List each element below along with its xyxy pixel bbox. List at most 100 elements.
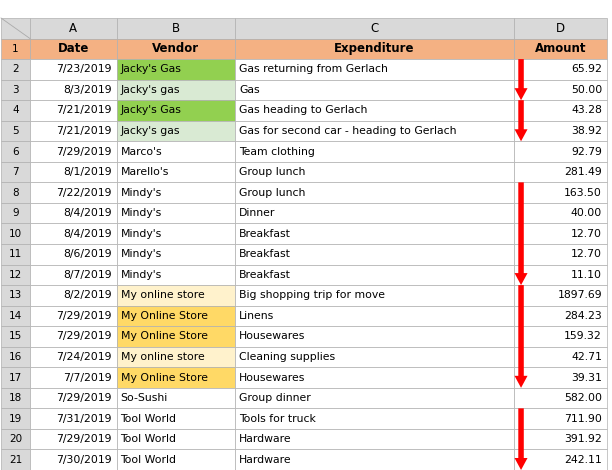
Text: 7/31/2019: 7/31/2019 [56,414,111,423]
Bar [514,326,607,347]
Text: 4: 4 [12,105,19,116]
Bar [235,449,514,470]
Bar [514,388,607,408]
Text: Amount: Amount [535,42,586,55]
Text: Housewares: Housewares [239,373,305,383]
Bar [1,141,30,162]
Bar [514,39,607,59]
Text: 11.10: 11.10 [571,270,602,280]
Text: 7/29/2019: 7/29/2019 [56,331,111,341]
Text: Linens: Linens [239,311,274,321]
Bar [1,223,30,244]
Text: Tool World: Tool World [121,434,176,444]
Text: Breakfast: Breakfast [239,229,291,239]
Polygon shape [515,285,528,388]
Bar [116,18,235,39]
Bar [1,100,30,121]
Bar [1,306,30,326]
Bar [514,306,607,326]
Text: 242.11: 242.11 [564,455,602,465]
Text: Jacky's gas: Jacky's gas [121,126,180,136]
Bar [1,429,30,449]
Text: So-Sushi: So-Sushi [121,393,168,403]
Text: 20: 20 [9,434,22,444]
Bar [30,79,116,100]
Text: 38.92: 38.92 [571,126,602,136]
Text: Gas for second car - heading to Gerlach: Gas for second car - heading to Gerlach [239,126,457,136]
Text: 8/4/2019: 8/4/2019 [63,208,111,218]
Bar [30,347,116,367]
Text: Mindy's: Mindy's [121,208,162,218]
Bar [1,162,30,182]
Bar [116,182,235,203]
Text: 8/7/2019: 8/7/2019 [63,270,111,280]
Bar [235,100,514,121]
Bar [1,449,30,470]
Bar [514,285,607,306]
Bar [235,223,514,244]
Bar [514,203,607,223]
Text: My online store: My online store [121,290,204,300]
Text: 7: 7 [12,167,19,177]
Bar [514,162,607,182]
Bar [30,121,116,141]
Text: Cleaning supplies: Cleaning supplies [239,352,335,362]
Bar [514,59,607,79]
Text: 21: 21 [9,455,22,465]
Text: 12: 12 [9,270,22,280]
Bar [514,265,607,285]
Bar [30,429,116,449]
Bar [1,285,30,306]
Text: 43.28: 43.28 [571,105,602,116]
Text: Hardware: Hardware [239,455,292,465]
Text: Hardware: Hardware [239,434,292,444]
Bar [514,18,607,39]
Bar [116,388,235,408]
Text: Tool World: Tool World [121,455,176,465]
Text: 15: 15 [9,331,22,341]
Bar [1,265,30,285]
Bar [1,79,30,100]
Bar [30,141,116,162]
Polygon shape [515,408,528,470]
Bar [235,121,514,141]
Bar [30,408,116,429]
Bar [235,367,514,388]
Text: Mindy's: Mindy's [121,249,162,259]
Bar [116,121,235,141]
Text: My Online Store: My Online Store [121,331,207,341]
Bar [235,18,514,39]
Text: Expenditure: Expenditure [334,42,415,55]
Bar [1,388,30,408]
Text: Team clothing: Team clothing [239,147,315,157]
Text: Mindy's: Mindy's [121,188,162,198]
Text: Marco's: Marco's [121,147,162,157]
Text: 582.00: 582.00 [564,393,602,403]
Bar [116,39,235,59]
Bar [514,347,607,367]
Text: 281.49: 281.49 [564,167,602,177]
Bar [30,100,116,121]
Text: Group lunch: Group lunch [239,167,305,177]
Bar [30,388,116,408]
Bar [1,408,30,429]
Text: 7/29/2019: 7/29/2019 [56,434,111,444]
Bar [30,18,116,39]
Bar [1,347,30,367]
Text: Tools for truck: Tools for truck [239,414,316,423]
Bar [30,265,116,285]
Text: 42.71: 42.71 [571,352,602,362]
Text: Tool World: Tool World [121,414,176,423]
Bar [235,203,514,223]
Text: 2: 2 [12,64,19,74]
Text: 39.31: 39.31 [571,373,602,383]
Text: B: B [172,22,180,35]
Text: 284.23: 284.23 [564,311,602,321]
Bar [116,162,235,182]
Bar [235,326,514,347]
Bar [116,203,235,223]
Text: 16: 16 [9,352,22,362]
Text: 8/2/2019: 8/2/2019 [63,290,111,300]
Bar [1,182,30,203]
Bar [1,367,30,388]
